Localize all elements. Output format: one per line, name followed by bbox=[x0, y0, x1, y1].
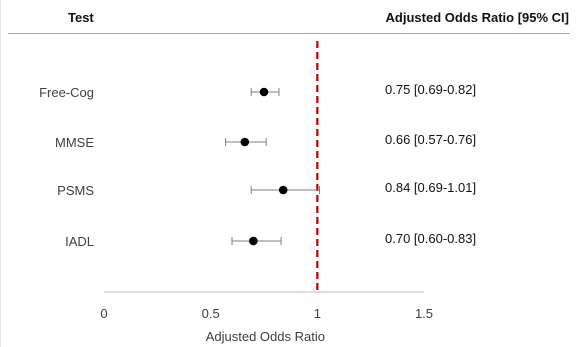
test-column-header: Test bbox=[68, 10, 94, 25]
row-label: IADL bbox=[65, 234, 94, 249]
ci-label: 0.75 [0.69-0.82] bbox=[385, 82, 476, 97]
ci-label: 0.84 [0.69-1.01] bbox=[385, 180, 476, 195]
aor-column-header: Adjusted Odds Ratio [95% CI] bbox=[385, 10, 569, 25]
x-tick-label: 0.5 bbox=[202, 306, 220, 321]
x-tick-label: 1.5 bbox=[415, 306, 433, 321]
row-label: MMSE bbox=[55, 135, 94, 150]
left-edge-line bbox=[0, 0, 1, 347]
header-rule bbox=[8, 33, 570, 34]
row-label: PSMS bbox=[57, 183, 94, 198]
x-axis-title: Adjusted Odds Ratio bbox=[206, 329, 325, 344]
ci-label: 0.70 [0.60-0.83] bbox=[385, 231, 476, 246]
ci-label: 0.66 [0.57-0.76] bbox=[385, 132, 476, 147]
x-tick-label: 0 bbox=[100, 306, 107, 321]
odds-ratio-marker bbox=[259, 87, 269, 97]
row-label: Free-Cog bbox=[39, 85, 94, 100]
odds-ratio-marker bbox=[240, 137, 250, 147]
odds-ratio-marker bbox=[278, 185, 288, 195]
x-tick-label: 1 bbox=[314, 306, 321, 321]
odds-ratio-marker bbox=[249, 236, 258, 246]
